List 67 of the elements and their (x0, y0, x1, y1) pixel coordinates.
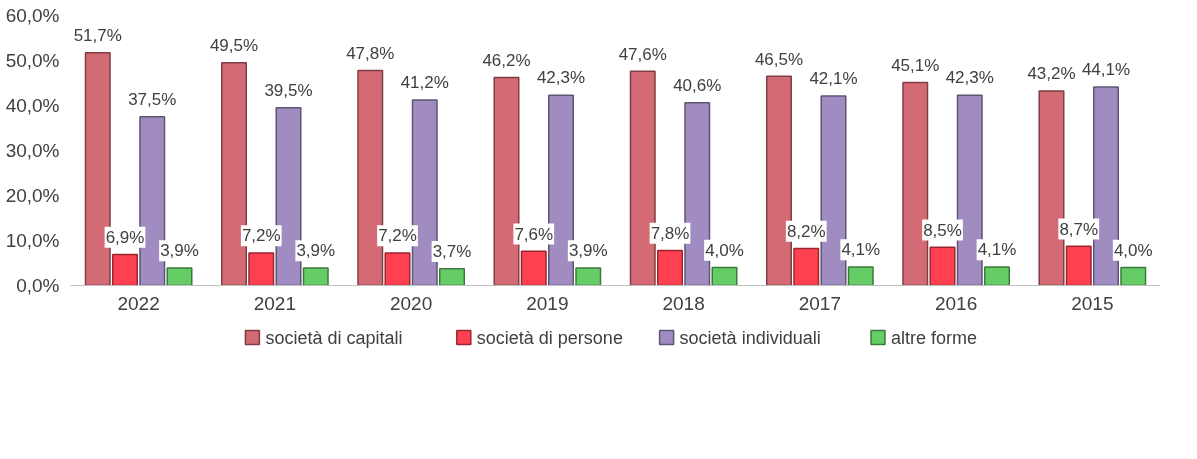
legend-label: società individuali (679, 327, 821, 348)
y-tick-label: 60,0% (5, 5, 60, 26)
x-tick-label: 2018 (662, 292, 705, 314)
data-label: 3,9% (160, 241, 199, 261)
y-tick-label: 10,0% (5, 230, 60, 251)
x-tick-label: 2022 (117, 292, 160, 314)
data-label: 7,8% (650, 223, 690, 243)
data-label: 6,9% (105, 227, 145, 247)
data-label: 42,3% (536, 68, 586, 88)
data-label: 7,2% (241, 226, 281, 246)
data-label: 7,6% (514, 224, 554, 244)
data-label: 8,7% (1059, 219, 1099, 239)
x-tick-label: 2016 (934, 292, 978, 314)
bar (1120, 266, 1147, 286)
data-label: 3,9% (568, 241, 608, 261)
data-label: 47,6% (618, 44, 667, 64)
legend-label: altre forme (891, 327, 978, 348)
x-tick-label: 2021 (253, 292, 297, 314)
data-label: 45,1% (891, 55, 940, 75)
bar (575, 267, 602, 286)
bar (929, 246, 956, 286)
data-label: 37,5% (128, 90, 177, 109)
data-label: 41,2% (400, 73, 449, 93)
bar (111, 253, 139, 286)
data-label: 8,5% (923, 220, 962, 240)
bar (302, 267, 329, 286)
bar (711, 266, 738, 286)
legend-label: società di persone (476, 327, 623, 348)
data-label: 4,1% (841, 240, 881, 260)
data-label: 3,9% (296, 241, 336, 261)
data-label: 7,2% (378, 226, 417, 246)
bar (248, 252, 275, 286)
data-label: 49,5% (209, 36, 259, 55)
data-label: 3,7% (432, 242, 472, 262)
y-tick-label: 30,0% (5, 140, 60, 161)
y-tick-label: 0,0% (16, 275, 60, 296)
x-tick-label: 2019 (526, 292, 569, 314)
y-tick-label: 20,0% (5, 185, 60, 206)
data-label: 4,0% (705, 240, 744, 260)
data-label: 40,6% (673, 76, 722, 96)
y-tick-label: 50,0% (5, 50, 60, 71)
data-label: 51,7% (73, 26, 122, 46)
bar (793, 247, 820, 286)
bar (384, 252, 411, 286)
x-tick-label: 2017 (798, 292, 842, 314)
x-tick-label: 2020 (389, 292, 433, 314)
bar (656, 249, 684, 286)
data-label: 8,2% (786, 221, 826, 241)
bar (438, 268, 466, 286)
data-label: 4,1% (977, 240, 1017, 260)
legend-label: società di capitali (265, 327, 403, 348)
data-label: 46,5% (754, 49, 804, 69)
data-label: 4,0% (1113, 240, 1153, 260)
data-label: 47,8% (346, 43, 395, 63)
bar (166, 267, 193, 286)
data-label: 44,1% (1081, 60, 1131, 80)
y-tick-label: 40,0% (5, 95, 60, 116)
data-label: 39,5% (264, 81, 313, 100)
data-label: 46,2% (482, 50, 531, 70)
bar (847, 266, 874, 286)
bar (983, 266, 1011, 286)
x-tick-label: 2015 (1071, 292, 1114, 314)
bar (1065, 245, 1092, 286)
data-label: 43,2% (1027, 64, 1076, 84)
data-label: 42,1% (809, 69, 858, 89)
data-label: 42,3% (945, 68, 994, 88)
bar (520, 250, 547, 286)
